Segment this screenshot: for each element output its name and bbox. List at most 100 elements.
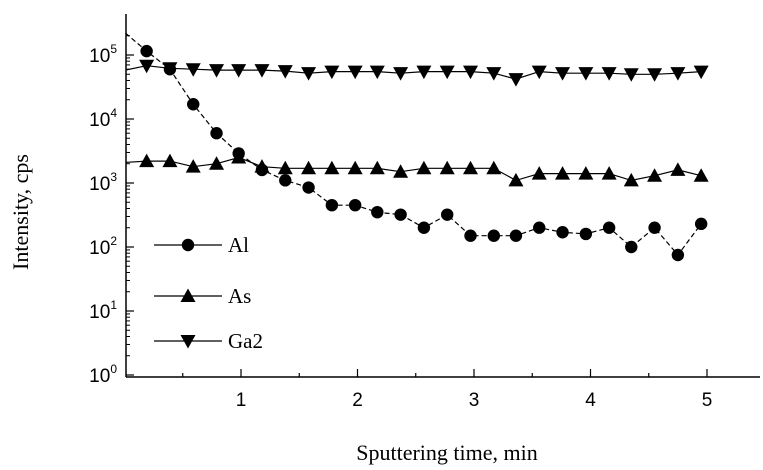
data-point bbox=[185, 159, 201, 173]
data-point bbox=[210, 126, 223, 140]
data-point bbox=[347, 160, 363, 175]
data-point bbox=[486, 67, 502, 81]
data-point bbox=[162, 153, 178, 168]
y-tick-label: 104 bbox=[89, 106, 117, 131]
data-point bbox=[325, 198, 339, 212]
data-point bbox=[578, 67, 594, 81]
data-point bbox=[324, 160, 340, 175]
data-point bbox=[531, 166, 547, 180]
x-tick-label: 4 bbox=[585, 390, 596, 411]
data-point bbox=[369, 65, 385, 80]
y-tick-label: 101 bbox=[89, 298, 117, 323]
data-point bbox=[139, 59, 155, 74]
data-point bbox=[647, 68, 663, 82]
data-point bbox=[394, 208, 407, 221]
data-point bbox=[254, 64, 270, 78]
data-point bbox=[209, 64, 225, 78]
x-tick-label: 3 bbox=[469, 390, 480, 411]
data-point bbox=[601, 67, 617, 81]
data-point bbox=[371, 205, 384, 219]
y-tick-label: 103 bbox=[89, 170, 117, 195]
data-point bbox=[140, 44, 153, 58]
data-point bbox=[277, 65, 293, 79]
plot-area bbox=[125, 32, 709, 262]
data-point bbox=[533, 221, 546, 234]
data-point bbox=[279, 174, 292, 187]
legend-item-as: As bbox=[154, 284, 251, 308]
x-axis-label: Sputtering time, min bbox=[356, 440, 538, 465]
data-point bbox=[393, 164, 409, 178]
legend: Al As Ga2 bbox=[154, 233, 263, 353]
series-as bbox=[125, 150, 709, 187]
data-point bbox=[555, 166, 571, 180]
data-point bbox=[301, 160, 317, 175]
data-point bbox=[623, 68, 639, 82]
data-point bbox=[579, 227, 593, 241]
data-point bbox=[670, 67, 686, 81]
y-axis-ticks: 100 101 102 103 104 105 bbox=[89, 35, 134, 387]
data-point bbox=[347, 65, 363, 80]
data-point bbox=[508, 172, 524, 187]
data-point bbox=[416, 65, 432, 80]
x-tick-label: 5 bbox=[702, 390, 713, 411]
data-point bbox=[277, 160, 293, 175]
data-point bbox=[693, 65, 709, 80]
x-tick-label: 2 bbox=[352, 390, 363, 411]
y-axis-label: Intensity, cps bbox=[8, 154, 33, 270]
data-point bbox=[369, 160, 385, 175]
data-point bbox=[393, 67, 409, 81]
data-point bbox=[555, 67, 571, 81]
y-tick-label: 102 bbox=[89, 234, 117, 259]
data-point bbox=[508, 73, 524, 87]
data-point bbox=[187, 98, 200, 111]
legend-marker bbox=[181, 238, 195, 252]
data-point bbox=[185, 63, 201, 77]
data-point bbox=[324, 65, 340, 80]
legend-marker bbox=[180, 335, 196, 349]
data-point bbox=[162, 62, 178, 76]
data-point bbox=[670, 162, 686, 176]
y-tick-label: 105 bbox=[89, 42, 117, 67]
data-point bbox=[625, 240, 638, 254]
x-tick-label: 1 bbox=[236, 390, 247, 411]
data-point bbox=[531, 65, 547, 80]
data-point bbox=[602, 221, 616, 234]
data-point bbox=[578, 166, 594, 180]
data-point bbox=[623, 172, 639, 187]
data-point bbox=[416, 160, 432, 175]
data-point bbox=[487, 229, 501, 242]
data-point bbox=[231, 64, 247, 78]
data-point bbox=[693, 168, 709, 182]
legend-item-ga2: Ga2 bbox=[154, 329, 263, 353]
legend-marker bbox=[180, 288, 196, 302]
x-axis-ticks: 1 2 3 4 5 bbox=[182, 369, 713, 411]
data-point bbox=[463, 65, 479, 80]
data-point bbox=[694, 217, 708, 231]
data-point bbox=[648, 221, 661, 234]
data-point bbox=[348, 198, 362, 212]
data-point bbox=[441, 208, 454, 221]
data-point bbox=[209, 156, 225, 170]
data-point bbox=[254, 159, 270, 173]
data-point bbox=[647, 168, 663, 182]
data-point bbox=[486, 160, 502, 175]
data-point bbox=[439, 65, 455, 80]
y-tick-label: 100 bbox=[89, 362, 117, 387]
data-point bbox=[302, 181, 315, 194]
data-point bbox=[464, 229, 477, 242]
legend-label: Ga2 bbox=[228, 329, 263, 353]
data-point bbox=[463, 160, 479, 175]
series-ga2 bbox=[125, 59, 709, 87]
legend-label: Al bbox=[228, 233, 249, 257]
data-point bbox=[231, 150, 247, 164]
data-point bbox=[556, 226, 569, 239]
data-point bbox=[417, 221, 431, 234]
legend-item-al: Al bbox=[154, 233, 249, 257]
data-point bbox=[439, 160, 455, 175]
data-point bbox=[509, 229, 523, 242]
data-point bbox=[139, 153, 155, 168]
data-point bbox=[301, 67, 317, 81]
legend-label: As bbox=[228, 284, 251, 308]
data-point bbox=[671, 248, 685, 262]
